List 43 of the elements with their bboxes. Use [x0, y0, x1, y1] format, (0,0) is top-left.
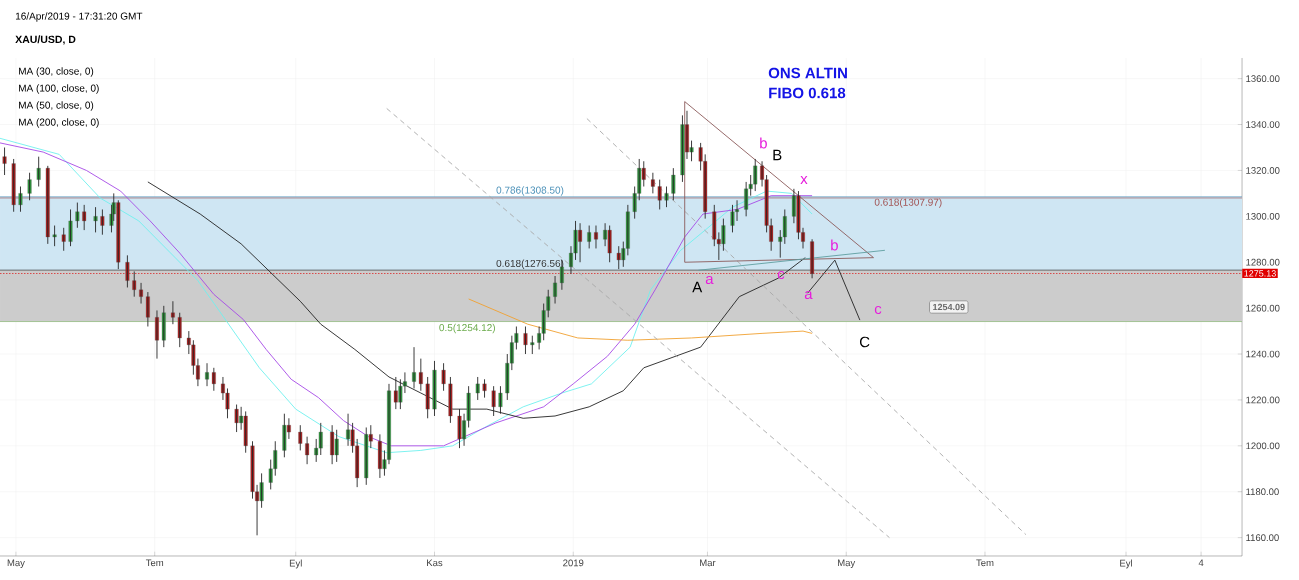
- annotation: 1254.09: [933, 303, 965, 311]
- chart-title: XAU/USD, D: [15, 35, 76, 45]
- y-tick-label: 1360.00: [1246, 75, 1280, 83]
- ref-line-label: 0.5(1254.12): [439, 323, 495, 334]
- annotation: MA (50, close, 0): [19, 101, 94, 111]
- y-tick-label: 1240.00: [1246, 350, 1280, 358]
- annotation: MA (200, close, 0): [19, 118, 99, 128]
- y-tick-label: 1160.00: [1246, 534, 1279, 541]
- annotation: C: [859, 336, 870, 348]
- annotation: ONS ALTIN: [768, 67, 847, 79]
- annotation: c: [874, 305, 882, 315]
- annotation: FIBO 0.618: [769, 87, 846, 99]
- annotation: B: [773, 149, 782, 161]
- text: 16/Apr/2019 - 17:31:20 GMT: [15, 12, 143, 22]
- ref-line-label: 0.618(1307.97): [874, 198, 942, 208]
- y-tick-label: 1340.00: [1246, 121, 1280, 128]
- x-tick-label: May: [838, 559, 856, 569]
- annotation: a: [804, 290, 813, 300]
- annotation: a: [705, 275, 714, 285]
- x-tick-label: Kas: [427, 559, 443, 567]
- x-tick-label: Eyl: [289, 559, 302, 569]
- annotation: MA (30, close, 0): [19, 67, 94, 77]
- ref-line-label: 1275.13: [1244, 270, 1276, 277]
- y-tick-label: 1320.00: [1246, 167, 1280, 174]
- x-tick-label: 4: [1198, 559, 1204, 567]
- annotation: MA (100, close, 0): [19, 84, 99, 94]
- ref-line-label: 0.786(1308.50): [496, 186, 564, 196]
- y-tick-label: 1200.00: [1246, 442, 1280, 450]
- x-tick-label: 2019: [563, 559, 584, 567]
- y-tick-label: 1280.00: [1246, 258, 1280, 266]
- y-tick-label: 1300.00: [1246, 212, 1280, 220]
- annotation: b: [760, 137, 767, 149]
- x-tick-label: Eyl: [1120, 559, 1132, 569]
- x-tick-label: Tem: [145, 559, 164, 567]
- y-tick-label: 1260.00: [1246, 304, 1280, 312]
- annotation: x: [800, 176, 808, 184]
- annotation: b: [831, 239, 838, 251]
- y-tick-label: 1220.00: [1246, 396, 1280, 404]
- y-tick-label: 1180.00: [1246, 488, 1279, 496]
- x-tick-label: Tem: [976, 559, 994, 567]
- x-tick-label: Mar: [700, 559, 716, 567]
- annotation: A: [692, 281, 703, 293]
- x-tick-label: May: [7, 559, 25, 569]
